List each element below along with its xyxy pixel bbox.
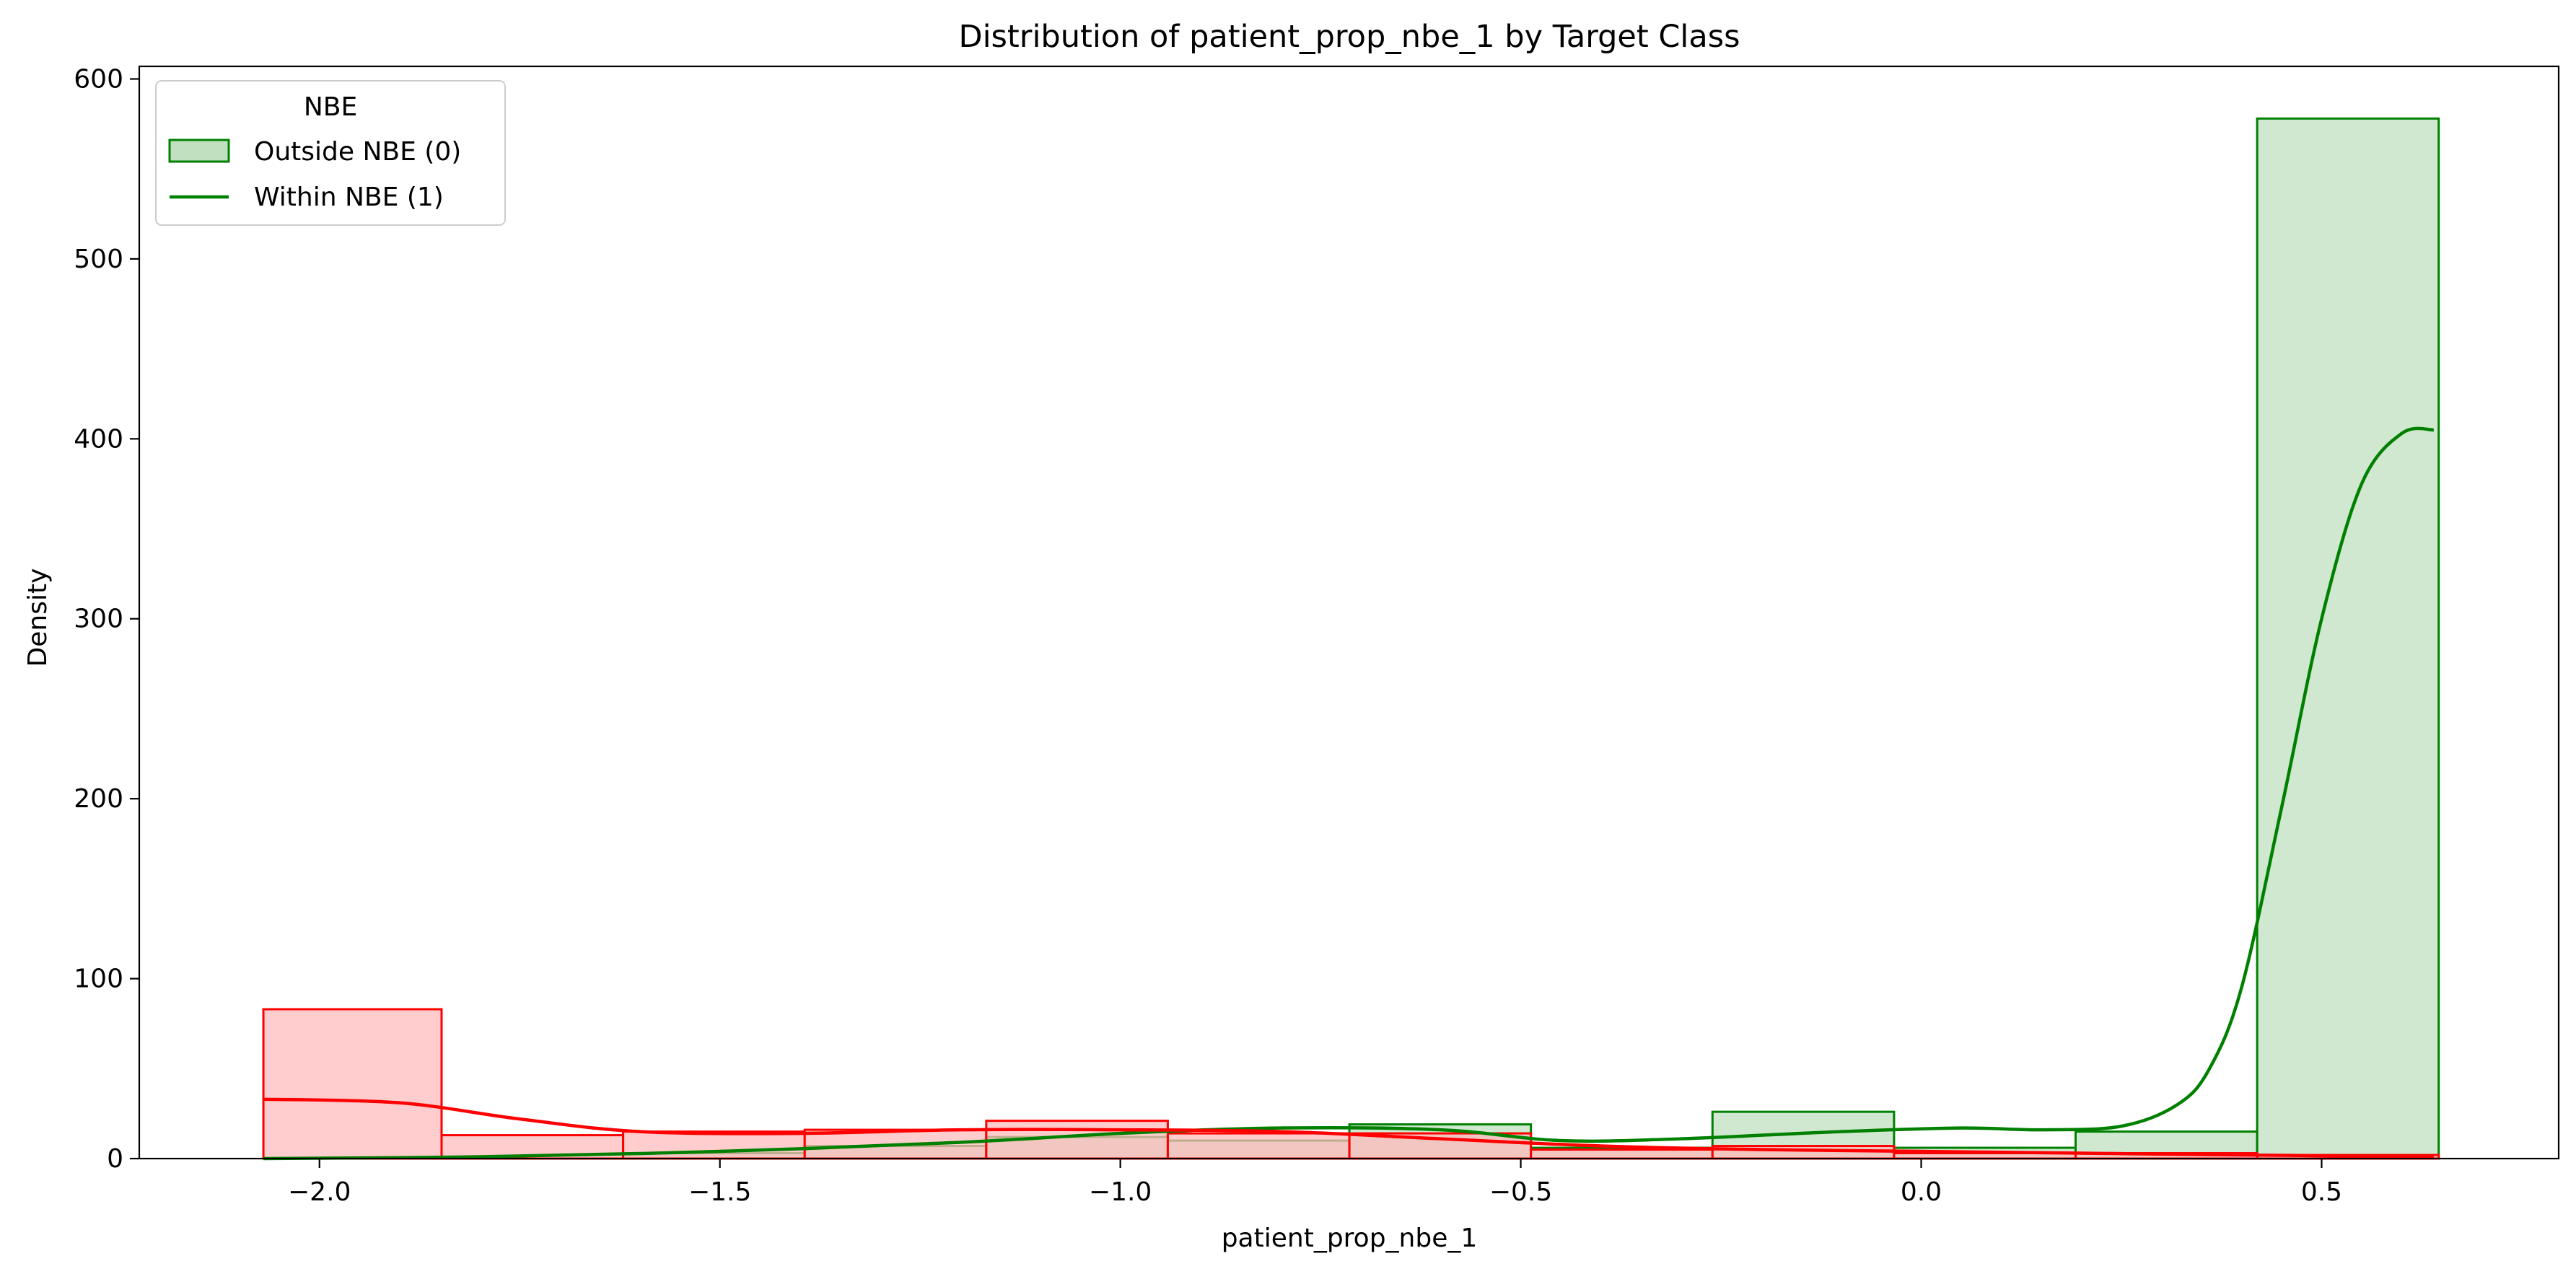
legend-title: NBE — [304, 92, 357, 122]
legend: NBE Outside NBE (0) Within NBE (1) — [155, 80, 506, 226]
x-tick-label-4: 0.0 — [1901, 1177, 1942, 1207]
kde-line-series-1 — [263, 1097, 2434, 1159]
plot-frame — [138, 65, 2560, 1160]
x-tick-label-3: −0.5 — [1489, 1177, 1552, 1207]
y-axis: 0 100 200 300 400 500 600 — [74, 64, 139, 1174]
legend-frame — [155, 80, 506, 226]
x-tick-label-0: −2.0 — [288, 1177, 351, 1207]
chart-title: Distribution of patient_prop_nbe_1 by Ta… — [958, 19, 1740, 55]
bar-series-1-bin-0 — [262, 1008, 443, 1160]
y-tick-label-0: 0 — [107, 1144, 123, 1174]
bar-series-1-bin-5 — [1166, 1132, 1351, 1160]
y-axis-label: Density — [23, 568, 53, 667]
kde-line-series-0 — [263, 426, 2435, 1161]
y-tick-label-6: 600 — [74, 64, 123, 94]
x-axis-label: patient_prop_nbe_1 — [1222, 1224, 1478, 1253]
y-tick-label-5: 500 — [74, 245, 123, 274]
legend-swatch-outside-nbe — [168, 139, 230, 163]
bars-series-0 — [622, 117, 2440, 1160]
y-tick-label-4: 400 — [74, 424, 123, 454]
x-tick-label-1: −1.5 — [688, 1177, 751, 1207]
x-tick-label-2: −1.0 — [1089, 1177, 1152, 1207]
bar-series-0-bin-11 — [2256, 117, 2440, 1160]
y-tick-label-1: 100 — [74, 965, 123, 994]
legend-label-within-nbe: Within NBE (1) — [254, 183, 444, 212]
legend-label-outside-nbe: Outside NBE (0) — [254, 137, 461, 167]
x-tick-label-5: 0.5 — [2301, 1177, 2342, 1207]
plot-area — [262, 117, 2440, 1161]
bar-series-1-bin-7 — [1530, 1148, 1714, 1160]
x-axis: −2.0 −1.5 −1.0 −0.5 0.0 0.5 — [288, 1159, 2342, 1207]
y-tick-label-2: 200 — [74, 784, 123, 814]
y-tick-label-3: 300 — [74, 605, 123, 634]
